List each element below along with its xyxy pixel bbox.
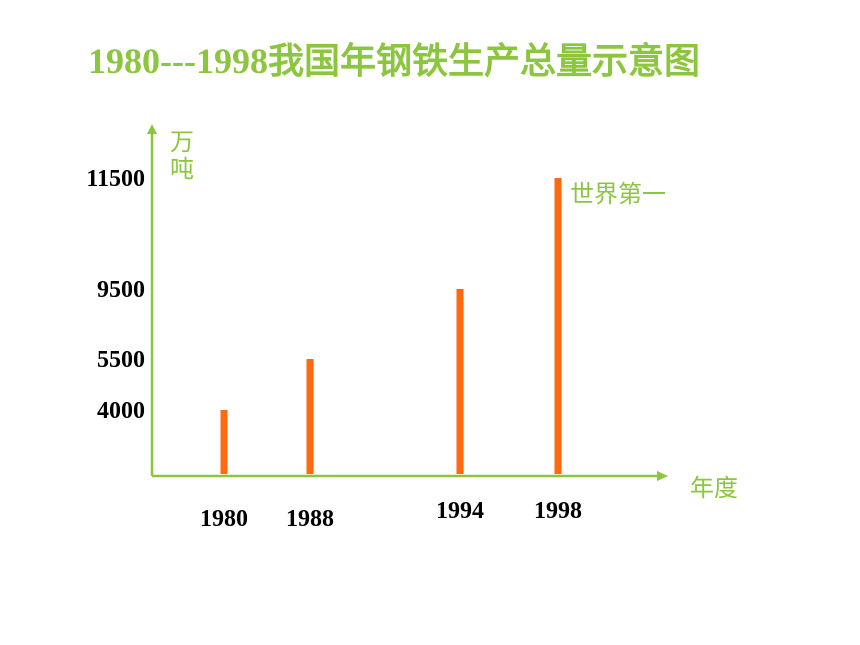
y-tick-label-5500: 5500	[97, 347, 145, 373]
bar-1988	[306, 359, 314, 474]
bar-1980	[220, 410, 228, 474]
y-axis-arrow-icon	[147, 124, 157, 134]
y-axis-label: 万吨	[170, 128, 194, 183]
x-tick-label-1994: 1994	[436, 498, 484, 524]
annotation-world-first: 世界第一	[570, 180, 666, 208]
bar-1994	[456, 289, 464, 474]
y-tick-label-9500: 9500	[97, 277, 145, 303]
x-tick-label-1998: 1998	[534, 498, 582, 524]
x-axis-label: 年度	[690, 474, 738, 502]
x-tick-label-1980: 1980	[200, 506, 248, 532]
chart-title: 1980---1998我国年钢铁生产总量示意图	[88, 41, 700, 81]
x-tick-label-1988: 1988	[286, 506, 334, 532]
x-axis-arrow-icon	[657, 471, 668, 481]
y-tick-label-11500: 11500	[86, 166, 145, 192]
y-tick-label-4000: 4000	[97, 398, 145, 424]
bar-1998	[554, 178, 562, 474]
